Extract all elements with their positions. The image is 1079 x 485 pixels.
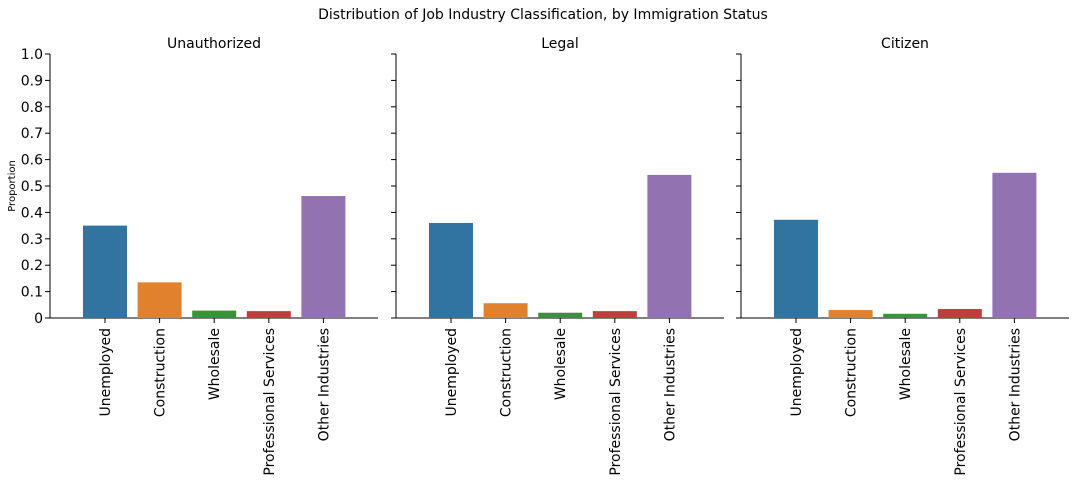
x-tick-label: Wholesale [553,328,569,400]
panel-1: Legal Unemployed Construction Wholesale Prof… [391,36,724,476]
x-tick-label: Professional Services [953,328,969,476]
panel-title: Citizen [881,36,929,52]
x-tick-label: Professional Services [262,328,278,476]
bar-professional-services [592,311,637,318]
bar-wholesale [192,310,237,318]
bar-construction [137,282,182,318]
y-tick-label: 0.8 [21,100,43,116]
x-tick-label: Construction [844,328,860,417]
x-tick-label: Unemployed [789,328,805,417]
y-tick-label: 0.6 [21,153,43,169]
x-tick-label: Professional Services [608,328,624,476]
bar-professional-services [937,309,982,318]
x-tick-label: Unemployed [444,328,460,417]
x-tick-label: Other Industries [662,328,678,441]
bar-other-industries [647,174,692,318]
x-tick-label: Other Industries [316,328,332,441]
x-tick-label: Construction [153,328,169,417]
y-tick-label: 0.9 [21,73,43,89]
y-tick-label: 0.3 [21,232,43,248]
y-tick-label: 0.1 [21,285,43,301]
panel-title: Unauthorized [167,36,261,52]
bar-other-industries [992,172,1037,318]
y-tick-label: 0.2 [21,258,43,274]
bar-wholesale [538,312,583,318]
x-tick-label: Wholesale [207,328,223,400]
x-tick-label: Wholesale [898,328,914,400]
panel-title: Legal [541,36,579,52]
y-tick-label: 0.4 [21,205,43,221]
y-tick-label: 0 [34,311,43,327]
x-tick-label: Construction [499,328,515,417]
bar-wholesale [883,313,928,318]
x-tick-label: Unemployed [98,328,114,417]
x-tick-label: Other Industries [1007,328,1023,441]
chart-suptitle: Distribution of Job Industry Classificat… [318,7,768,23]
chart-panels: Unauthorized 0 0.1 0.2 0.3 0.4 0.5 0.6 0.7 0.8 0.9… [21,36,1069,476]
bar-unemployed [774,219,818,318]
bar-construction [483,303,528,318]
bar-construction [828,310,873,318]
bar-unemployed [83,225,127,318]
panel-2: Citizen Unemployed Construction Wholesale Pr… [736,36,1069,476]
y-axis-label: Proportion [7,160,18,212]
bar-unemployed [429,222,473,318]
y-tick-label: 1.0 [21,47,43,63]
y-tick-label: 0.5 [21,179,43,195]
bar-other-industries [301,196,346,318]
y-tick-label: 0.7 [21,126,43,142]
panel-0: Unauthorized 0 0.1 0.2 0.3 0.4 0.5 0.6 0.7 0.8 0.9… [21,36,378,476]
bar-professional-services [246,311,291,318]
